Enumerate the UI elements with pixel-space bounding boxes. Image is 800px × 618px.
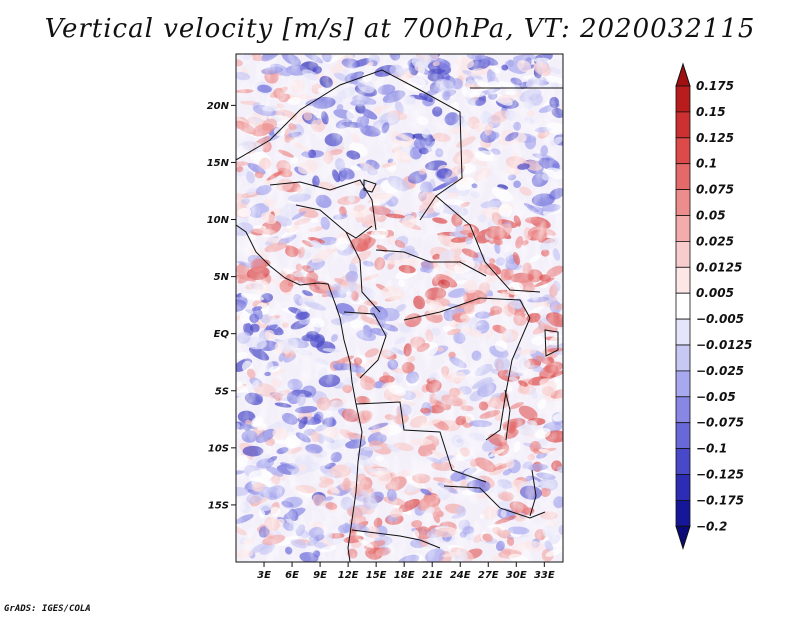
map-frame <box>235 53 564 563</box>
colorbar-swatch <box>675 499 691 527</box>
lake-chad <box>363 179 377 193</box>
credit-label: GrADS: IGES/COLA <box>4 604 91 614</box>
colorbar-label: −0.2 <box>696 519 727 533</box>
border-niger-chad <box>269 179 377 231</box>
colorbar-label: −0.175 <box>696 493 744 507</box>
lat-tick-label: 10S <box>208 443 229 454</box>
country-borders <box>236 69 563 562</box>
lake-victoria <box>544 329 559 357</box>
lon-tick-label: 9E <box>313 570 327 581</box>
border-sahara-north <box>236 69 463 221</box>
border-gabon-congo <box>343 311 387 379</box>
lon-tick-label: 24E <box>450 570 471 581</box>
border-angola-drc <box>355 401 487 483</box>
colorbar-swatch <box>675 448 691 475</box>
longitude-axis: 3E 6E 9E 12E 15E 18E 21E 24E 27E 30E 33E <box>257 562 555 581</box>
lon-tick-label: 21E <box>422 570 443 581</box>
colorbar-label: 0.125 <box>696 131 734 145</box>
colorbar-label: −0.025 <box>696 364 744 378</box>
lon-tick-label: 18E <box>394 570 415 581</box>
colorbar-label: 0.005 <box>696 286 734 300</box>
colorbar-label: −0.0125 <box>696 338 752 352</box>
border-car <box>375 249 487 277</box>
colorbar-swatch <box>675 266 691 294</box>
colorbar-label: 0.175 <box>696 79 734 93</box>
lon-tick-label: 27E <box>478 570 499 581</box>
colorbar-label: 0.1 <box>696 157 717 171</box>
lat-tick-label: 15N <box>207 158 230 169</box>
colorbar-swatch <box>675 344 691 372</box>
colorbar-swatch <box>675 137 691 165</box>
colorbar-swatch <box>675 163 691 190</box>
colorbar-label: −0.005 <box>696 312 744 326</box>
lon-tick-label: 3E <box>257 570 271 581</box>
colorbar-swatch <box>675 474 691 501</box>
lake-malawi <box>529 469 537 517</box>
colorbar-swatch <box>675 292 691 320</box>
colorbar-label: 0.15 <box>696 105 726 119</box>
coastline-west-africa <box>236 224 363 562</box>
colorbar-swatch <box>675 215 691 242</box>
lat-tick-label: 10N <box>207 215 230 226</box>
colorbar-swatch <box>675 85 691 113</box>
lat-tick-label: 20N <box>207 101 230 112</box>
border-sudan <box>435 195 541 293</box>
lon-tick-label: 6E <box>285 570 299 581</box>
colorbar-swatch <box>675 422 691 450</box>
latitude-axis: 20N 15N 10N 5N EQ 5S 10S 15S <box>207 101 236 511</box>
lon-tick-label: 30E <box>506 570 527 581</box>
page-title: Vertical velocity [m/s] at 700hPa, VT: 2… <box>44 14 756 44</box>
colorbar-top-arrow <box>675 62 691 87</box>
lat-tick-label: 5N <box>214 272 230 283</box>
lon-tick-label: 33E <box>534 570 555 581</box>
colorbar-label: 0.0125 <box>696 260 742 274</box>
colorbar-bottom-arrow <box>675 525 691 550</box>
colorbar-label: −0.075 <box>696 416 744 430</box>
vertical-velocity-field <box>236 54 563 562</box>
lon-tick-label: 12E <box>338 570 359 581</box>
lake-tanganyika <box>504 389 511 441</box>
colorbar-label: −0.125 <box>696 468 744 482</box>
lon-tick-label: 15E <box>366 570 387 581</box>
colorbar-swatch <box>675 318 691 346</box>
colorbar-label: 0.025 <box>696 234 734 248</box>
border-zambia <box>443 485 546 519</box>
border-angola-south <box>351 529 441 549</box>
colorbar: 0.175 0.15 0.125 0.1 0.075 0.05 0.025 0.0125 0.0… <box>675 62 752 550</box>
lat-tick-label: 15S <box>208 500 229 511</box>
colorbar-label: 0.05 <box>696 209 726 223</box>
colorbar-swatch <box>675 189 691 216</box>
lat-tick-label: 5S <box>215 386 229 397</box>
colorbar-swatch <box>675 370 691 398</box>
border-cameroon <box>345 231 381 313</box>
border-drc-north <box>403 297 531 321</box>
colorbar-label: 0.075 <box>696 183 734 197</box>
colorbar-label: −0.1 <box>696 442 727 456</box>
colorbar-swatch <box>675 111 691 139</box>
colorbar-label: −0.05 <box>696 390 736 404</box>
colorbar-swatch <box>675 396 691 424</box>
lat-tick-label: EQ <box>214 329 230 340</box>
colorbar-swatch <box>675 240 691 268</box>
